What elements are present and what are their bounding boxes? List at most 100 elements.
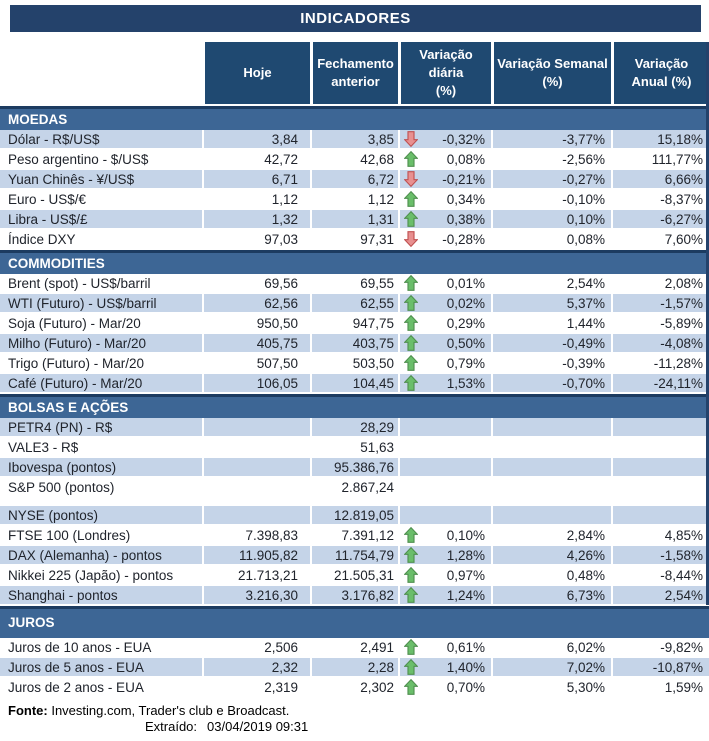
cell-fechamento-anterior: 12.819,05 <box>310 506 398 526</box>
cell-fechamento-anterior: 69,55 <box>310 274 398 294</box>
page-title: INDICADORES <box>10 5 701 32</box>
up-arrow-icon <box>403 586 419 604</box>
cell-variacao-anual: -8,37% <box>611 190 709 210</box>
cell-fechamento-anterior: 2,302 <box>310 678 398 698</box>
table-row: Shanghai - pontos 3.216,30 3.176,82 1,24% 6,… <box>0 586 709 606</box>
table-row: Brent (spot) - US$/barril 69,56 69,55 0,01%… <box>0 274 709 294</box>
cell-variacao-semanal <box>491 458 611 478</box>
up-arrow-icon <box>403 314 419 332</box>
cell-hoje: 97,03 <box>202 230 310 250</box>
row-label: Café (Futuro) - Mar/20 <box>0 374 202 394</box>
cell-variacao-diaria: -0,28% <box>398 230 491 250</box>
cell-variacao-diaria <box>398 438 491 458</box>
cell-hoje <box>202 478 310 498</box>
cell-variacao-semanal: 6,73% <box>491 586 611 606</box>
cell-variacao-semanal: -0,70% <box>491 374 611 394</box>
cell-variacao-semanal: -2,56% <box>491 150 611 170</box>
cell-variacao-semanal: 5,30% <box>491 678 611 698</box>
row-label: Juros de 10 anos - EUA <box>0 638 202 658</box>
cell-fechamento-anterior: 62,55 <box>310 294 398 314</box>
table-row: FTSE 100 (Londres) 7.398,83 7.391,12 0,10% 2… <box>0 526 709 546</box>
table-row: Libra - US$/£ 1,32 1,31 0,38% 0,10% -6,27% <box>0 210 709 230</box>
table-row: Milho (Futuro) - Mar/20 405,75 403,75 0,50%… <box>0 334 709 354</box>
cell-variacao-anual: -8,44% <box>611 566 709 586</box>
cell-variacao-semanal: -0,39% <box>491 354 611 374</box>
fonte-label: Fonte: <box>8 703 48 718</box>
cell-variacao-semanal: 0,48% <box>491 566 611 586</box>
col-header-variacao-semanal: Variação Semanal (%) <box>491 42 611 106</box>
up-arrow-icon <box>403 638 419 656</box>
row-label: Juros de 2 anos - EUA <box>0 678 202 698</box>
cell-hoje: 21.713,21 <box>202 566 310 586</box>
cell-variacao-diaria: 0,70% <box>398 678 491 698</box>
cell-variacao-semanal: -0,49% <box>491 334 611 354</box>
cell-variacao-semanal: 6,02% <box>491 638 611 658</box>
extraido-timestamp: 03/04/2019 09:31 <box>207 719 309 734</box>
row-label: Shanghai - pontos <box>0 586 202 606</box>
table-row: PETR4 (PN) - R$ 28,29 <box>0 418 709 438</box>
table-row: WTI (Futuro) - US$/barril 62,56 62,55 0,02%… <box>0 294 709 314</box>
table-row: Café (Futuro) - Mar/20 106,05 104,45 1,53% -… <box>0 374 709 394</box>
row-label: Soja (Futuro) - Mar/20 <box>0 314 202 334</box>
cell-fechamento-anterior: 2,491 <box>310 638 398 658</box>
up-arrow-icon <box>403 150 419 168</box>
section-header-row: COMMODITIES <box>0 250 709 274</box>
section-header-row: BOLSAS E AÇÕES <box>0 394 709 418</box>
row-label: WTI (Futuro) - US$/barril <box>0 294 202 314</box>
table-row: VALE3 - R$ 51,63 <box>0 438 709 458</box>
cell-variacao-anual: 2,54% <box>611 586 709 606</box>
cell-fechamento-anterior: 3.176,82 <box>310 586 398 606</box>
corner-cell <box>0 42 202 106</box>
source-line: Fonte: Investing.com, Trader's club e Br… <box>8 703 709 718</box>
table-row: Soja (Futuro) - Mar/20 950,50 947,75 0,29% 1… <box>0 314 709 334</box>
row-label: DAX (Alemanha) - pontos <box>0 546 202 566</box>
table-row: Juros de 2 anos - EUA 2,319 2,302 0,70% 5,30… <box>0 678 709 698</box>
cell-variacao-anual: 1,59% <box>611 678 709 698</box>
indicators-table-body: MOEDAS Dólar - R$/US$ 3,84 3,85 -0,32% -3,77%… <box>0 106 709 698</box>
cell-variacao-diaria: 0,61% <box>398 638 491 658</box>
cell-variacao-diaria: 0,29% <box>398 314 491 334</box>
cell-variacao-semanal: 0,10% <box>491 210 611 230</box>
cell-variacao-anual <box>611 506 709 526</box>
cell-variacao-anual: 111,77% <box>611 150 709 170</box>
cell-variacao-anual: -4,08% <box>611 334 709 354</box>
col-header-fechamento-anterior: Fechamento anterior <box>310 42 398 106</box>
up-arrow-icon <box>403 294 419 312</box>
up-arrow-icon <box>403 566 419 584</box>
section-title: JUROS <box>0 606 709 638</box>
cell-fechamento-anterior: 97,31 <box>310 230 398 250</box>
table-row: Juros de 5 anos - EUA 2,32 2,28 1,40% 7,02% -… <box>0 658 709 678</box>
cell-hoje: 2,32 <box>202 658 310 678</box>
cell-variacao-diaria: 0,38% <box>398 210 491 230</box>
col-header-hoje: Hoje <box>202 42 310 106</box>
row-label: Trigo (Futuro) - Mar/20 <box>0 354 202 374</box>
cell-fechamento-anterior: 6,72 <box>310 170 398 190</box>
up-arrow-icon <box>403 334 419 352</box>
cell-variacao-diaria: 0,10% <box>398 526 491 546</box>
cell-variacao-diaria: 0,97% <box>398 566 491 586</box>
cell-hoje: 3,84 <box>202 130 310 150</box>
table-row: Yuan Chinês - ¥/US$ 6,71 6,72 -0,21% -0,27% 6… <box>0 170 709 190</box>
cell-variacao-anual: 4,85% <box>611 526 709 546</box>
cell-variacao-anual <box>611 418 709 438</box>
cell-variacao-diaria: 0,34% <box>398 190 491 210</box>
cell-hoje: 1,12 <box>202 190 310 210</box>
table-row: Nikkei 225 (Japão) - pontos 21.713,21 21.5… <box>0 566 709 586</box>
row-label: Brent (spot) - US$/barril <box>0 274 202 294</box>
cell-hoje <box>202 506 310 526</box>
extraido-label: Extraído: <box>145 719 198 734</box>
cell-fechamento-anterior: 2,28 <box>310 658 398 678</box>
cell-variacao-anual: 7,60% <box>611 230 709 250</box>
indicators-table: Hoje Fechamento anterior Variação diária… <box>0 42 709 698</box>
cell-fechamento-anterior: 1,31 <box>310 210 398 230</box>
cell-fechamento-anterior: 1,12 <box>310 190 398 210</box>
cell-variacao-anual <box>611 458 709 478</box>
cell-fechamento-anterior: 95.386,76 <box>310 458 398 478</box>
cell-variacao-anual: -11,28% <box>611 354 709 374</box>
cell-variacao-semanal: 4,26% <box>491 546 611 566</box>
cell-hoje: 1,32 <box>202 210 310 230</box>
cell-variacao-diaria <box>398 458 491 478</box>
cell-variacao-semanal <box>491 438 611 458</box>
cell-variacao-diaria: 0,79% <box>398 354 491 374</box>
col-header-variacao-diaria: Variação diária (%) <box>398 42 491 106</box>
